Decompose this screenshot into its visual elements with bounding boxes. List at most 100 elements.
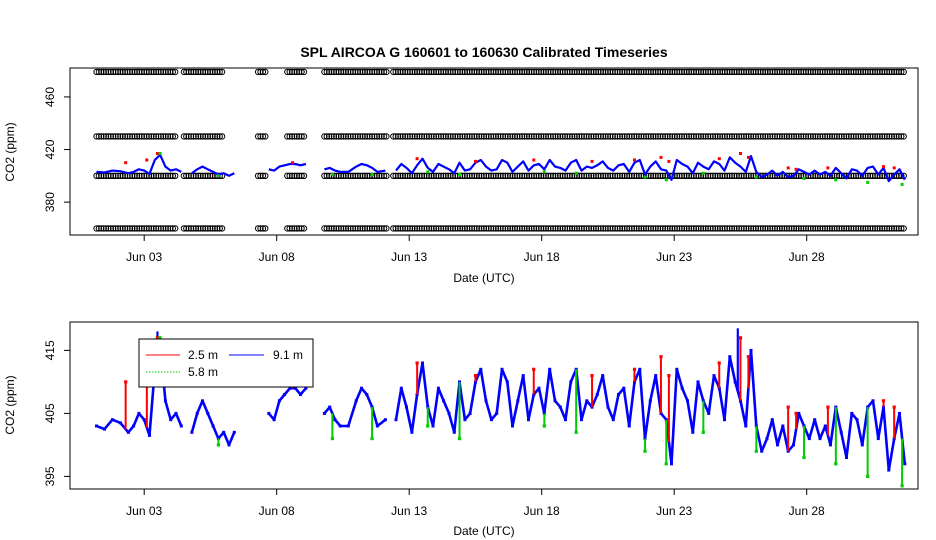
reference-point: [478, 172, 485, 180]
reference-point: [160, 172, 167, 180]
reference-point: [571, 133, 578, 140]
reference-point: [152, 225, 160, 232]
reference-point: [402, 172, 409, 180]
reference-point: [464, 225, 471, 232]
series-9-1m-point: [601, 374, 605, 378]
reference-point: [867, 68, 874, 76]
series-9-1m-point: [712, 374, 716, 378]
reference-point: [192, 68, 200, 76]
reference-point: [607, 133, 614, 140]
reference-point: [117, 68, 124, 76]
reference-point: [461, 68, 468, 76]
series-9-1m-point: [484, 399, 488, 403]
reference-point: [373, 225, 381, 232]
reference-point: [802, 133, 810, 140]
series-2-5m-point: [473, 374, 478, 378]
reference-point: [152, 133, 160, 140]
reference-point: [487, 172, 495, 180]
reference-point: [456, 225, 464, 232]
reference-point: [402, 68, 409, 76]
reference-point: [511, 133, 519, 140]
reference-point: [321, 172, 328, 180]
reference-point: [528, 68, 535, 76]
reference-point: [337, 68, 345, 76]
reference-point: [107, 172, 115, 180]
reference-point: [102, 225, 110, 232]
top-series-5-8m-point: [458, 173, 461, 176]
reference-point: [340, 225, 347, 232]
reference-point: [855, 68, 862, 76]
reference-point: [192, 133, 200, 140]
reference-point: [745, 172, 752, 180]
series-9-1m-point: [383, 418, 387, 422]
series-9-1m-point: [283, 393, 287, 396]
reference-point: [571, 172, 578, 180]
reference-point: [702, 225, 709, 232]
reference-point: [602, 225, 609, 232]
reference-point: [214, 68, 221, 76]
reference-point: [709, 172, 717, 180]
reference-point: [492, 225, 500, 232]
reference-point: [421, 68, 428, 76]
top-y-tick-label: 460: [43, 87, 57, 107]
top-series-2-5m-point: [746, 155, 750, 159]
reference-point: [704, 225, 712, 232]
series-2-5m-point: [746, 355, 750, 359]
reference-point: [383, 172, 390, 180]
top-series-5-8m-point: [664, 178, 668, 182]
reference-point: [423, 68, 430, 76]
reference-point: [569, 68, 576, 76]
reference-point: [549, 68, 557, 76]
reference-point: [845, 68, 852, 76]
top-series-2-5m-point: [794, 167, 798, 171]
reference-point: [354, 225, 361, 232]
reference-point: [409, 225, 416, 232]
reference-point: [371, 133, 378, 140]
reference-point: [291, 68, 298, 76]
reference-point: [774, 133, 781, 140]
reference-point: [654, 68, 662, 76]
reference-point: [817, 172, 824, 180]
reference-point: [185, 68, 192, 76]
series-9-1m-point: [845, 456, 848, 459]
reference-point: [376, 225, 383, 232]
reference-point: [604, 68, 612, 76]
reference-point: [98, 68, 105, 76]
reference-point: [326, 225, 333, 232]
top-y-axis-label: CO2 (ppm): [3, 122, 17, 181]
reference-point: [476, 172, 483, 180]
series-9-1m-point: [898, 411, 901, 415]
reference-point: [819, 225, 826, 232]
reference-point: [673, 225, 681, 232]
reference-point: [421, 133, 428, 140]
reference-point: [733, 225, 740, 232]
reference-point: [418, 172, 426, 180]
reference-point: [566, 68, 573, 76]
series-9-1m-point: [495, 411, 499, 415]
reference-point: [468, 68, 476, 76]
reference-point: [540, 133, 547, 140]
series-9-1m-point: [222, 430, 226, 434]
series-9-1m-point: [548, 367, 552, 371]
reference-point: [776, 68, 783, 76]
reference-point: [535, 68, 542, 76]
reference-point: [326, 133, 333, 140]
reference-point: [516, 133, 523, 140]
reference-point: [495, 68, 502, 76]
reference-point: [192, 172, 200, 180]
reference-point: [769, 133, 776, 140]
series-9-1m-point: [876, 437, 880, 441]
series-2-5m-point: [155, 336, 159, 340]
legend-label-9-1m: 9.1 m: [273, 348, 303, 362]
reference-point: [702, 68, 709, 76]
reference-point: [526, 172, 533, 180]
reference-point: [554, 225, 562, 232]
reference-point: [126, 225, 134, 232]
reference-point: [497, 133, 504, 140]
reference-point: [697, 225, 705, 232]
reference-point: [576, 172, 583, 180]
reference-point: [886, 225, 893, 232]
reference-point: [580, 172, 588, 180]
reference-point: [731, 133, 738, 140]
reference-point: [333, 133, 340, 140]
